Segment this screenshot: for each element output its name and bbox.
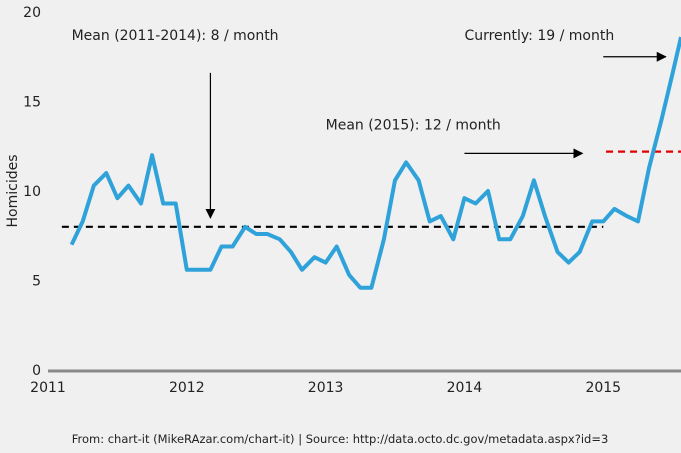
series-line-0	[69, 36, 681, 290]
series-layer	[69, 36, 681, 290]
source-footer: From: chart-it (MikeRAzar.com/chart-it) …	[72, 432, 609, 446]
axes: 2011 2012 2013 2014 2015 0 5 10 15 20	[23, 5, 681, 396]
x-tick-label-1: 2012	[169, 380, 205, 396]
y-axis-label: Homicides	[5, 154, 21, 227]
x-tick-label-4: 2015	[585, 380, 621, 396]
x-tick-label-0: 2011	[30, 380, 66, 396]
x-tick-label-3: 2014	[447, 380, 483, 396]
y-tick-label-3: 15	[23, 95, 41, 111]
annotation-text-1: Mean (2015): 12 / month	[326, 117, 501, 133]
y-tick-label-1: 5	[32, 274, 41, 290]
annotation-text-2: Currently: 19 / month	[464, 28, 614, 44]
y-tick-label-2: 10	[23, 184, 41, 200]
annotations: Mean (2011-2014): 8 / month Mean (2015): …	[72, 28, 667, 219]
annotation-text-0: Mean (2011-2014): 8 / month	[72, 28, 279, 44]
y-tick-label-0: 0	[32, 363, 41, 379]
x-tick-label-2: 2013	[308, 380, 344, 396]
y-tick-label-4: 20	[23, 5, 41, 21]
mean-lines	[61, 150, 681, 228]
